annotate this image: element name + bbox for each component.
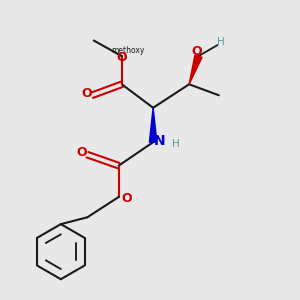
Text: O: O xyxy=(121,192,132,205)
Text: O: O xyxy=(81,87,92,100)
Polygon shape xyxy=(149,108,157,142)
Text: O: O xyxy=(76,146,87,159)
Text: O: O xyxy=(116,51,127,64)
Text: methoxy: methoxy xyxy=(111,46,145,55)
Text: H: H xyxy=(172,139,179,149)
Text: N: N xyxy=(154,134,166,148)
Polygon shape xyxy=(189,55,202,84)
Text: O: O xyxy=(192,45,202,58)
Text: H: H xyxy=(217,37,224,47)
